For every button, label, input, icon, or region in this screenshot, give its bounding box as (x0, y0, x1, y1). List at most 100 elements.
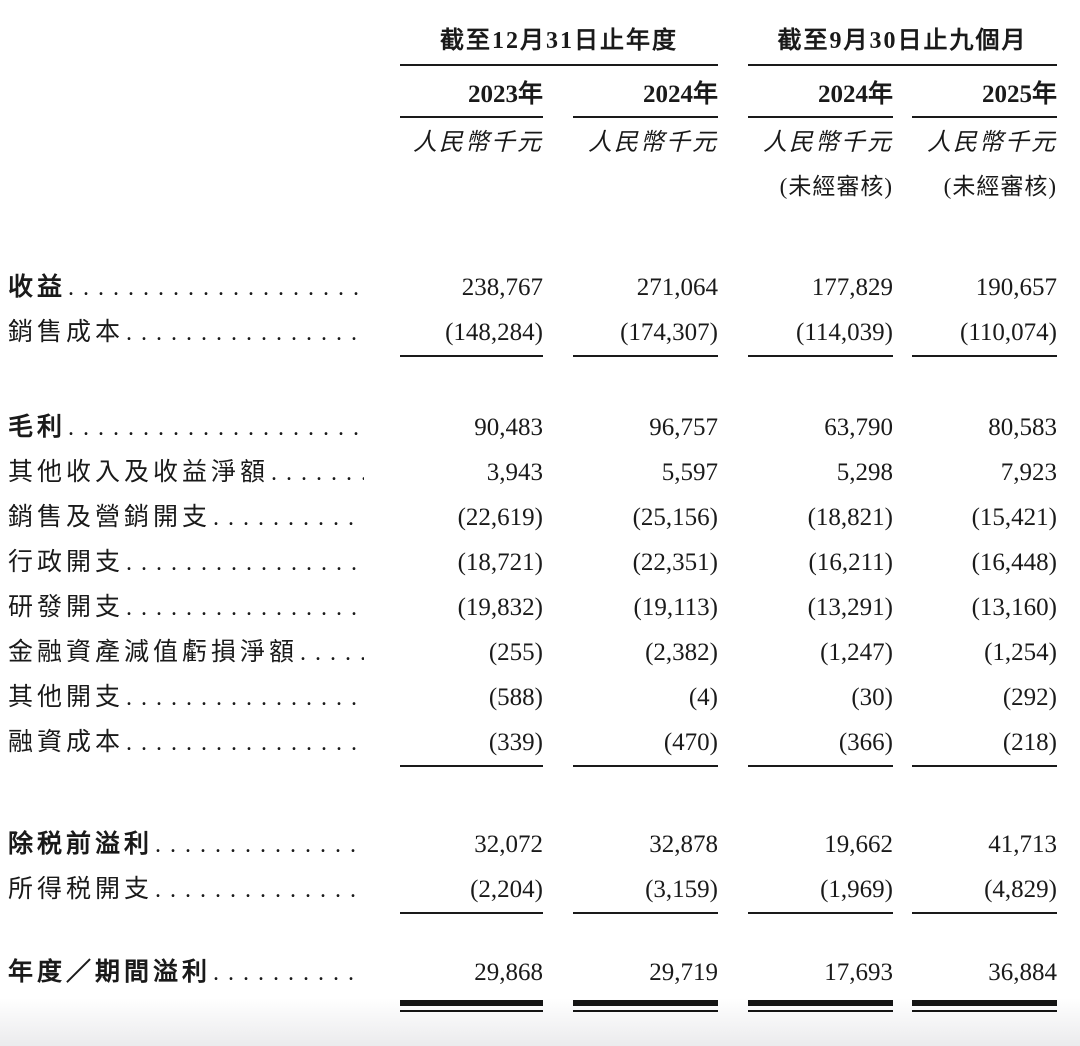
table-row-selling-expenses: 銷售及營銷開支 (22,619) (25,156) (18,821) (15,4… (8, 495, 1080, 540)
table-row-income-tax: 所得税開支 (2,204) (3,159) (1,969) (4,829) (8, 867, 1080, 912)
row-label-text: 年度／期間溢利 (8, 959, 212, 986)
cell-value: (255) (488, 639, 543, 666)
cell-value: 17,693 (824, 959, 893, 986)
row-label: 研發開支 (8, 585, 400, 631)
unaudited-note: (未經審核) (779, 174, 893, 199)
row-label: 銷售及營銷開支 (8, 495, 400, 541)
currency-unit: 人民幣千元 (927, 130, 1057, 156)
dot-leader (124, 311, 364, 356)
column-double-rule (912, 1000, 1057, 1012)
dot-leader (66, 406, 364, 451)
single-rule-row (8, 765, 1080, 767)
currency-unit: 人民幣千元 (763, 130, 893, 156)
table-row-other-expenses: 其他開支 (588) (4) (30) (292) (8, 675, 1080, 720)
row-label-text: 除税前溢利 (8, 831, 154, 858)
column-rule (748, 912, 893, 914)
year-header-row: 2023年 2024年 2024年 2025年 (8, 80, 1080, 118)
cell-value: (16,448) (971, 549, 1057, 576)
cell-value: (4) (688, 684, 718, 711)
cell-value: (18,721) (457, 549, 543, 576)
table-row-finance-costs: 融資成本 (339) (470) (366) (218) (8, 720, 1080, 765)
dot-leader (269, 451, 364, 496)
dot-leader (66, 266, 364, 311)
cell-value: (25,156) (632, 504, 718, 531)
cell-value: 5,597 (661, 459, 718, 486)
dot-leader (298, 631, 364, 676)
cell-value: (339) (488, 729, 543, 756)
table-row-revenue: 收益 238,767 271,064 177,829 190,657 (8, 265, 1080, 310)
cell-value: (470) (663, 729, 718, 756)
single-rule-row (8, 912, 1080, 914)
cell-value: 271,064 (636, 274, 718, 301)
year-header: 2024年 (573, 80, 718, 118)
row-label-text: 其他收入及收益淨額 (8, 459, 270, 486)
unaudited-note: (未經審核) (943, 174, 1057, 199)
table-row-impairment-losses: 金融資產減值虧損淨額 (255) (2,382) (1,247) (1,254) (8, 630, 1080, 675)
period-group-nine-months: 截至9月30日止九個月 (748, 26, 1057, 66)
cell-value: 7,923 (1000, 459, 1057, 486)
year-header: 2025年 (912, 80, 1057, 118)
cell-value: (13,291) (807, 594, 893, 621)
cell-value: (3,159) (645, 876, 718, 903)
cell-value: (1,254) (984, 639, 1057, 666)
row-label-text: 金融資產減值虧損淨額 (8, 639, 299, 666)
row-label: 金融資產減值虧損淨額 (8, 630, 400, 676)
cell-value: 5,298 (836, 459, 893, 486)
cell-value: (1,969) (820, 876, 893, 903)
cell-value: 41,713 (988, 831, 1057, 858)
currency-unit: 人民幣千元 (588, 130, 718, 156)
cell-value: (292) (1002, 684, 1057, 711)
cell-value: (22,619) (457, 504, 543, 531)
cell-value: (2,204) (470, 876, 543, 903)
dot-leader (124, 676, 364, 721)
column-rule (573, 355, 718, 357)
column-rule (573, 912, 718, 914)
dot-leader (124, 541, 364, 586)
column-double-rule (400, 1000, 543, 1012)
cell-value: 36,884 (988, 959, 1057, 986)
cell-value: (218) (1002, 729, 1057, 756)
cell-value: (16,211) (808, 549, 893, 576)
table-row-profit-for-period: 年度／期間溢利 29,868 29,719 17,693 36,884 (8, 950, 1080, 995)
column-rule (912, 355, 1057, 357)
cell-value: (22,351) (632, 549, 718, 576)
cell-value: (15,421) (971, 504, 1057, 531)
cell-value: (19,113) (633, 594, 718, 621)
row-label: 行政開支 (8, 540, 400, 586)
column-rule (748, 765, 893, 767)
column-rule (912, 765, 1057, 767)
row-label-text: 研發開支 (8, 594, 125, 621)
row-label: 其他開支 (8, 675, 400, 721)
cell-value: 177,829 (811, 274, 893, 301)
cell-value: 96,757 (649, 414, 718, 441)
cell-value: 90,483 (474, 414, 543, 441)
row-label: 銷售成本 (8, 310, 400, 356)
cell-value: (30) (851, 684, 893, 711)
dot-leader (153, 823, 364, 868)
column-rule (400, 765, 543, 767)
cell-value: (148,284) (445, 319, 543, 346)
row-label: 除税前溢利 (8, 822, 400, 868)
cell-value: (18,821) (807, 504, 893, 531)
cell-value: 19,662 (824, 831, 893, 858)
cell-value: 29,868 (474, 959, 543, 986)
cell-value: 63,790 (824, 414, 893, 441)
row-label-text: 銷售成本 (8, 319, 125, 346)
table-row-cost-of-sales: 銷售成本 (148,284) (174,307) (114,039) (110,… (8, 310, 1080, 355)
table-row-rd-expenses: 研發開支 (19,832) (19,113) (13,291) (13,160) (8, 585, 1080, 630)
dot-leader (124, 586, 364, 631)
period-group-header-row: 截至12月31日止年度 截至9月30日止九個月 (8, 26, 1080, 66)
cell-value: 80,583 (988, 414, 1057, 441)
cell-value: (174,307) (620, 319, 718, 346)
cell-value: 32,878 (649, 831, 718, 858)
cell-value: (1,247) (820, 639, 893, 666)
column-rule (573, 765, 718, 767)
column-rule (400, 355, 543, 357)
row-label-text: 銷售及營銷開支 (8, 504, 212, 531)
row-label-text: 其他開支 (8, 684, 125, 711)
cell-value: (114,039) (796, 319, 893, 346)
year-header: 2023年 (400, 80, 543, 118)
dot-leader (211, 496, 364, 541)
row-label: 所得税開支 (8, 867, 400, 913)
unaudited-note-row: (未經審核) (未經審核) (8, 172, 1080, 202)
